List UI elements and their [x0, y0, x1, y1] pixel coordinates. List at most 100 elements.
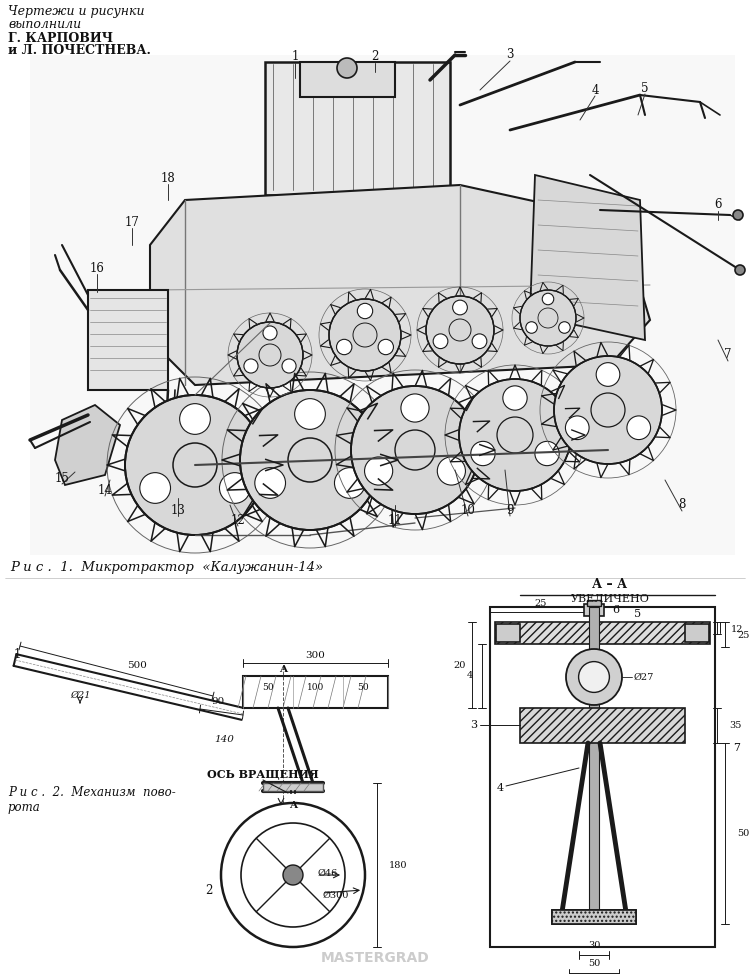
Text: 9: 9 [506, 504, 514, 516]
Text: Г. КАРПОВИЧ: Г. КАРПОВИЧ [8, 31, 113, 45]
Circle shape [401, 393, 429, 422]
Text: 25: 25 [535, 600, 548, 609]
Text: MASTERGRAD: MASTERGRAD [321, 951, 429, 965]
Text: УВЕЛИЧЕНО: УВЕЛИЧЕНО [571, 594, 650, 604]
Circle shape [283, 865, 303, 885]
Circle shape [263, 326, 277, 340]
Text: 7: 7 [733, 743, 740, 753]
Text: 90: 90 [211, 697, 225, 706]
Text: 50: 50 [588, 958, 600, 967]
Circle shape [459, 379, 571, 491]
Text: A: A [279, 665, 287, 675]
Text: 50: 50 [262, 684, 274, 693]
Text: Ø21: Ø21 [70, 691, 90, 699]
Circle shape [337, 339, 352, 355]
Text: выполнили: выполнили [8, 19, 81, 31]
Text: 17: 17 [124, 215, 140, 229]
Circle shape [351, 386, 479, 514]
Text: 2: 2 [371, 51, 379, 63]
Text: 4: 4 [496, 783, 503, 793]
Text: 35: 35 [729, 721, 741, 730]
Bar [265, 62, 450, 195]
Circle shape [295, 398, 326, 430]
Text: Ø46: Ø46 [318, 869, 338, 878]
Circle shape [526, 321, 537, 333]
Circle shape [282, 359, 296, 373]
Circle shape [125, 395, 265, 535]
Bar [263, 783, 323, 791]
Text: и Л. ПОЧЕСТНЕВА.: и Л. ПОЧЕСТНЕВА. [8, 45, 151, 57]
Text: A: A [289, 802, 297, 810]
Bar [490, 607, 715, 947]
Circle shape [337, 58, 357, 78]
Bar [88, 290, 168, 390]
Circle shape [378, 339, 394, 355]
Circle shape [357, 303, 373, 318]
Circle shape [244, 359, 258, 373]
Circle shape [433, 334, 448, 349]
Text: 5: 5 [634, 609, 641, 619]
Bar [496, 624, 520, 642]
Circle shape [472, 334, 487, 349]
Circle shape [240, 390, 380, 530]
Circle shape [426, 296, 494, 364]
Circle shape [735, 265, 745, 275]
Text: 50: 50 [737, 829, 749, 838]
Circle shape [140, 472, 170, 504]
Bar [589, 607, 599, 917]
Bar [30, 55, 735, 555]
Text: 11: 11 [388, 513, 402, 527]
Bar [552, 910, 636, 924]
Bar [587, 600, 601, 606]
Text: 10: 10 [460, 504, 476, 516]
Circle shape [237, 322, 303, 388]
Text: 8: 8 [678, 499, 686, 511]
Bar [584, 604, 604, 616]
Bar [243, 676, 388, 708]
Circle shape [535, 441, 560, 466]
Text: 5: 5 [641, 82, 649, 94]
Bar [552, 910, 636, 924]
Bar [685, 624, 709, 642]
Text: 13: 13 [170, 504, 185, 516]
Text: 7: 7 [724, 349, 732, 361]
Circle shape [627, 416, 650, 439]
Circle shape [578, 661, 610, 693]
Text: рота: рота [8, 802, 40, 814]
Text: Р и с .  1.  Микротрактор  «Калужанин-14»: Р и с . 1. Микротрактор «Калужанин-14» [10, 561, 323, 575]
Text: 16: 16 [89, 261, 104, 275]
Text: 300: 300 [305, 652, 326, 660]
Text: 30: 30 [588, 941, 600, 950]
Text: 15: 15 [55, 471, 70, 484]
Text: 3: 3 [470, 720, 478, 730]
Text: 12: 12 [231, 513, 245, 527]
Circle shape [520, 290, 576, 346]
Text: 1: 1 [13, 648, 21, 660]
Circle shape [255, 468, 286, 499]
Text: 50: 50 [357, 684, 369, 693]
Circle shape [542, 293, 554, 305]
Text: А – А: А – А [592, 579, 628, 591]
Circle shape [566, 649, 622, 705]
Text: Р и с .  2.  Механизм  пово-: Р и с . 2. Механизм пово- [8, 786, 176, 800]
Text: 180: 180 [389, 860, 407, 870]
Bar [520, 708, 685, 743]
Text: 2: 2 [206, 883, 213, 896]
Circle shape [437, 457, 466, 485]
Text: 18: 18 [160, 171, 176, 184]
Circle shape [554, 356, 662, 464]
Text: 4: 4 [466, 671, 473, 681]
Circle shape [503, 386, 527, 410]
Text: 25: 25 [737, 631, 749, 641]
Circle shape [334, 468, 365, 499]
Circle shape [364, 457, 393, 485]
Text: 140: 140 [214, 735, 234, 744]
Circle shape [566, 416, 589, 439]
Circle shape [329, 299, 401, 371]
Polygon shape [55, 405, 120, 485]
Circle shape [220, 472, 251, 504]
Text: 500: 500 [127, 660, 147, 669]
Text: 1: 1 [291, 51, 298, 63]
Bar [300, 62, 395, 97]
Text: Ø27: Ø27 [634, 672, 654, 682]
